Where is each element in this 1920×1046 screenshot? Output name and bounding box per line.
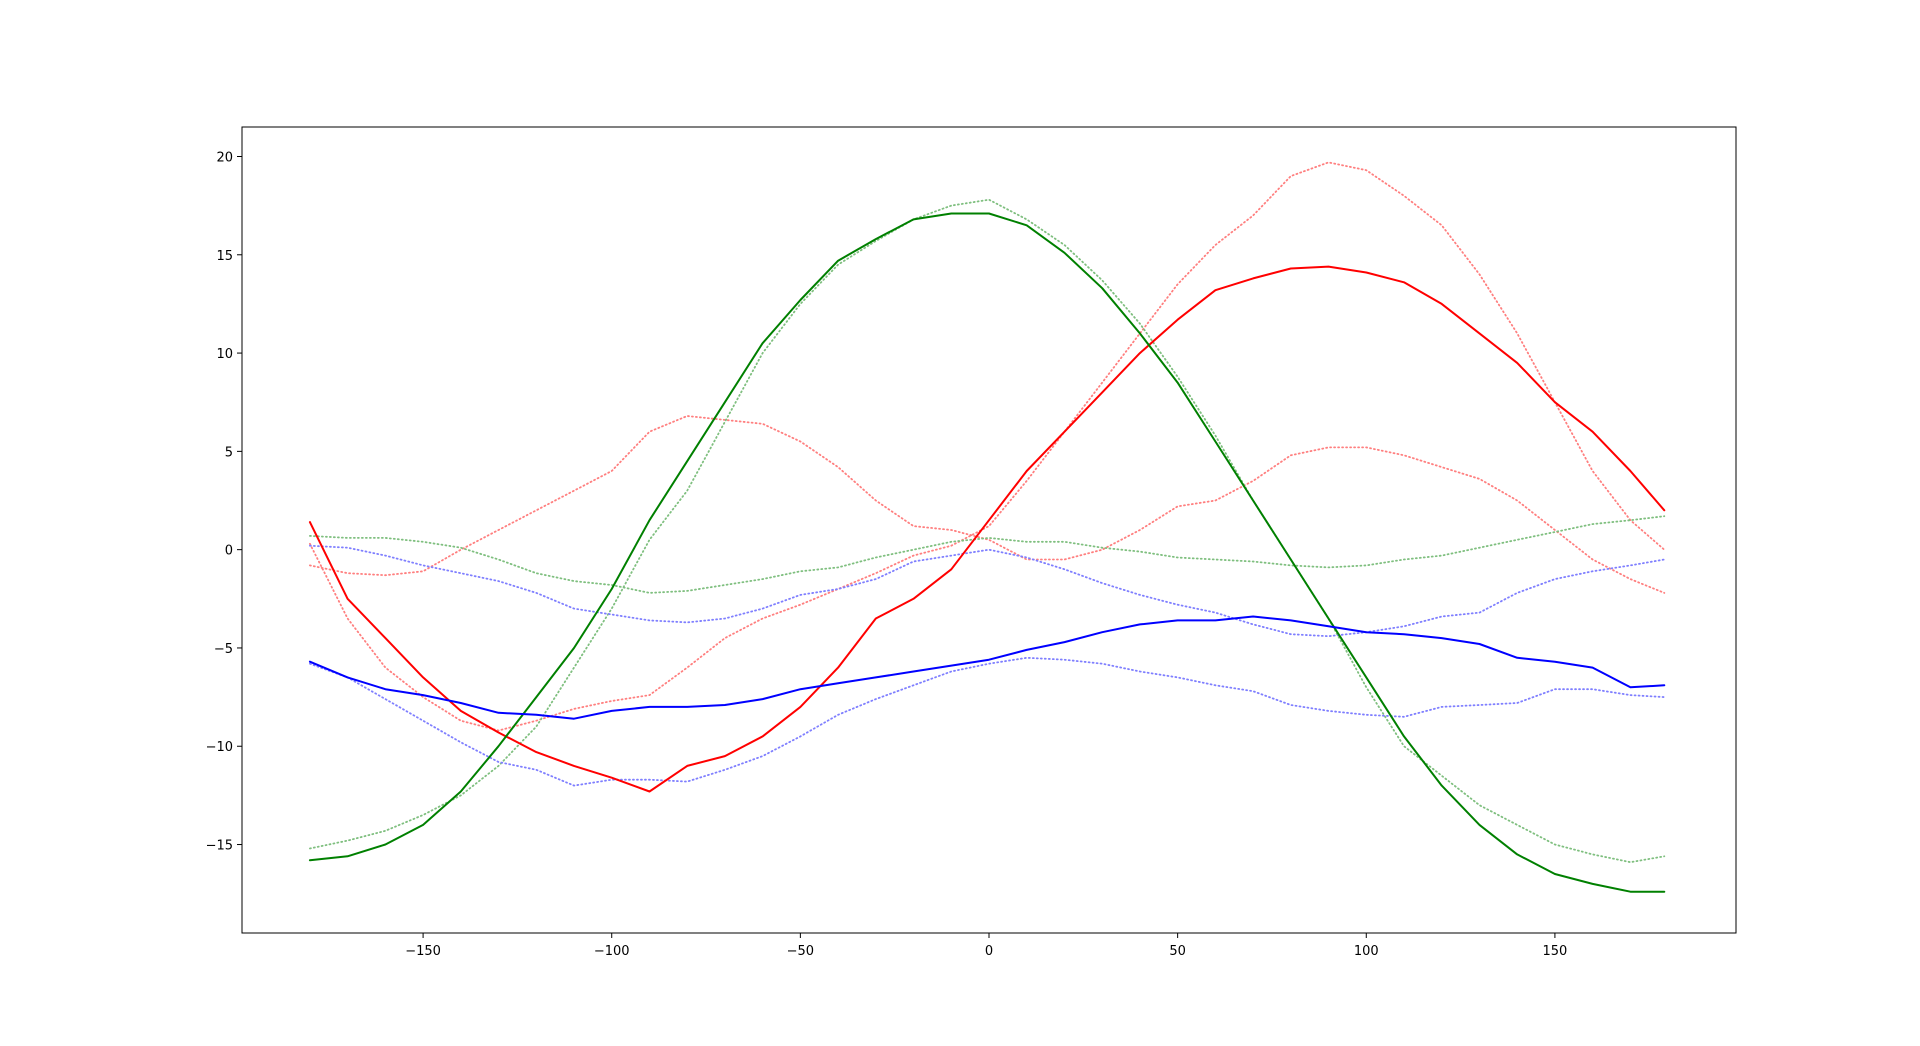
- series-line-4: [308, 415, 1666, 594]
- x-axis: −150 −100 −50 0 50 100 150: [405, 933, 1567, 959]
- x-tick-label: −50: [787, 944, 814, 959]
- series-line-3: [308, 615, 1666, 720]
- y-axis: −15 −10 −5 0 5 10 15 20: [206, 150, 242, 854]
- x-tick-label: −150: [405, 944, 441, 959]
- x-tick-label: 150: [1542, 944, 1567, 959]
- y-tick-label: 5: [225, 445, 233, 460]
- series-line-2: [308, 212, 1666, 893]
- series-line-9: [308, 656, 1666, 787]
- series-line-7: [308, 515, 1666, 594]
- y-tick-label: 10: [216, 347, 233, 362]
- y-tick-label: 20: [216, 150, 233, 165]
- x-tick-label: 100: [1354, 944, 1379, 959]
- x-tick-label: −100: [594, 944, 630, 959]
- plot-lines: [308, 161, 1666, 893]
- y-tick-label: 15: [216, 249, 233, 264]
- x-tick-label: 0: [985, 944, 993, 959]
- series-line-6: [308, 198, 1666, 864]
- y-tick-label: −5: [214, 642, 233, 657]
- series-line-1: [308, 265, 1666, 793]
- series-line-8: [308, 544, 1666, 638]
- x-tick-label: 50: [1169, 944, 1186, 959]
- y-tick-label: −10: [206, 740, 233, 755]
- series-line-5: [308, 161, 1666, 732]
- y-tick-label: −15: [206, 839, 233, 854]
- y-tick-label: 0: [225, 544, 233, 559]
